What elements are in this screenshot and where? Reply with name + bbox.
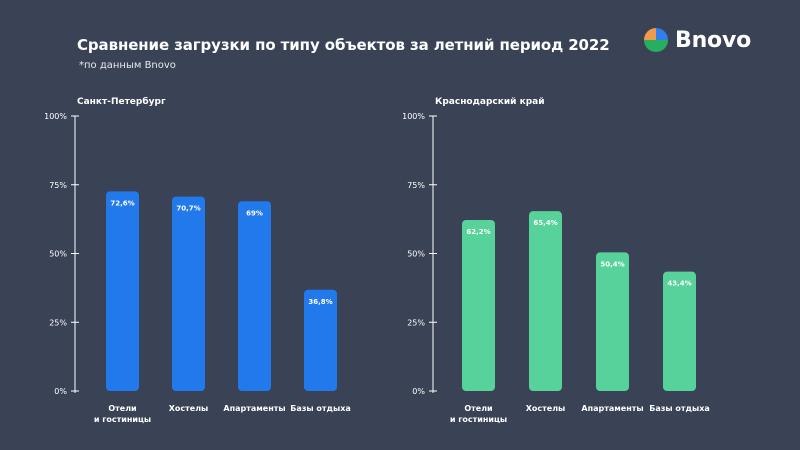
- chart-saint-petersburg: Санкт-Петербург 0% 25% 50% 75% 100% 72,6% Отели…: [44, 96, 351, 424]
- logo-segment-orange: [644, 28, 656, 40]
- category-label: и гостиницы: [94, 415, 151, 424]
- y-tick-label: 50%: [49, 250, 67, 259]
- bar-value-label: 70,7%: [176, 205, 200, 213]
- logo-segment-blue: [656, 28, 668, 40]
- category-label: и гостиницы: [450, 415, 507, 424]
- category-label: Хостелы: [526, 404, 566, 413]
- y-tick-label: 75%: [407, 181, 425, 190]
- bar-value-label: 50,4%: [600, 260, 624, 268]
- chart-krasnodar: Краснодарский край 0% 25% 50% 75% 100% 62,2% От…: [402, 97, 710, 424]
- bar: [238, 201, 271, 391]
- y-tick-label: 50%: [407, 250, 425, 259]
- chart-title: Краснодарский край: [435, 97, 545, 107]
- category-label: Хостелы: [169, 404, 209, 413]
- bar: [529, 211, 562, 391]
- y-tick-label: 75%: [49, 181, 67, 190]
- bar-value-label: 36,8%: [308, 298, 332, 306]
- bar-value-label: 65,4%: [533, 219, 557, 227]
- category-label: Отели: [464, 404, 492, 413]
- category-label: Апартаменты: [223, 404, 285, 413]
- category-label: Базы отдыха: [290, 404, 351, 413]
- bar: [596, 252, 629, 391]
- bar-value-label: 72,6%: [110, 199, 134, 207]
- bnovo-logo-icon: [644, 28, 668, 52]
- bar: [304, 289, 337, 391]
- page-subtitle: *по данным Bnovo: [79, 60, 176, 71]
- category-label: Апартаменты: [581, 404, 643, 413]
- bar: [172, 196, 205, 391]
- bar-value-label: 62,2%: [466, 228, 490, 236]
- y-tick-label: 25%: [407, 318, 425, 327]
- y-tick-label: 0%: [54, 387, 67, 396]
- category-label: Базы отдыха: [649, 404, 710, 413]
- y-tick-label: 25%: [49, 318, 67, 327]
- category-label: Отели: [108, 404, 136, 413]
- page-title: Сравнение загрузки по типу объектов за л…: [77, 36, 610, 54]
- bar: [106, 191, 139, 391]
- chart-title: Санкт-Петербург: [77, 96, 166, 107]
- bar: [663, 271, 696, 391]
- y-tick-label: 100%: [44, 112, 67, 121]
- bar-value-label: 69%: [246, 209, 263, 217]
- bar: [462, 219, 495, 391]
- brand-logo: Bnovo: [643, 27, 751, 53]
- y-tick-label: 100%: [402, 112, 425, 121]
- logo-segment-green: [644, 40, 668, 52]
- bar-value-label: 43,4%: [667, 280, 691, 288]
- logo-text: Bnovo: [675, 27, 752, 53]
- y-tick-label: 0%: [412, 387, 425, 396]
